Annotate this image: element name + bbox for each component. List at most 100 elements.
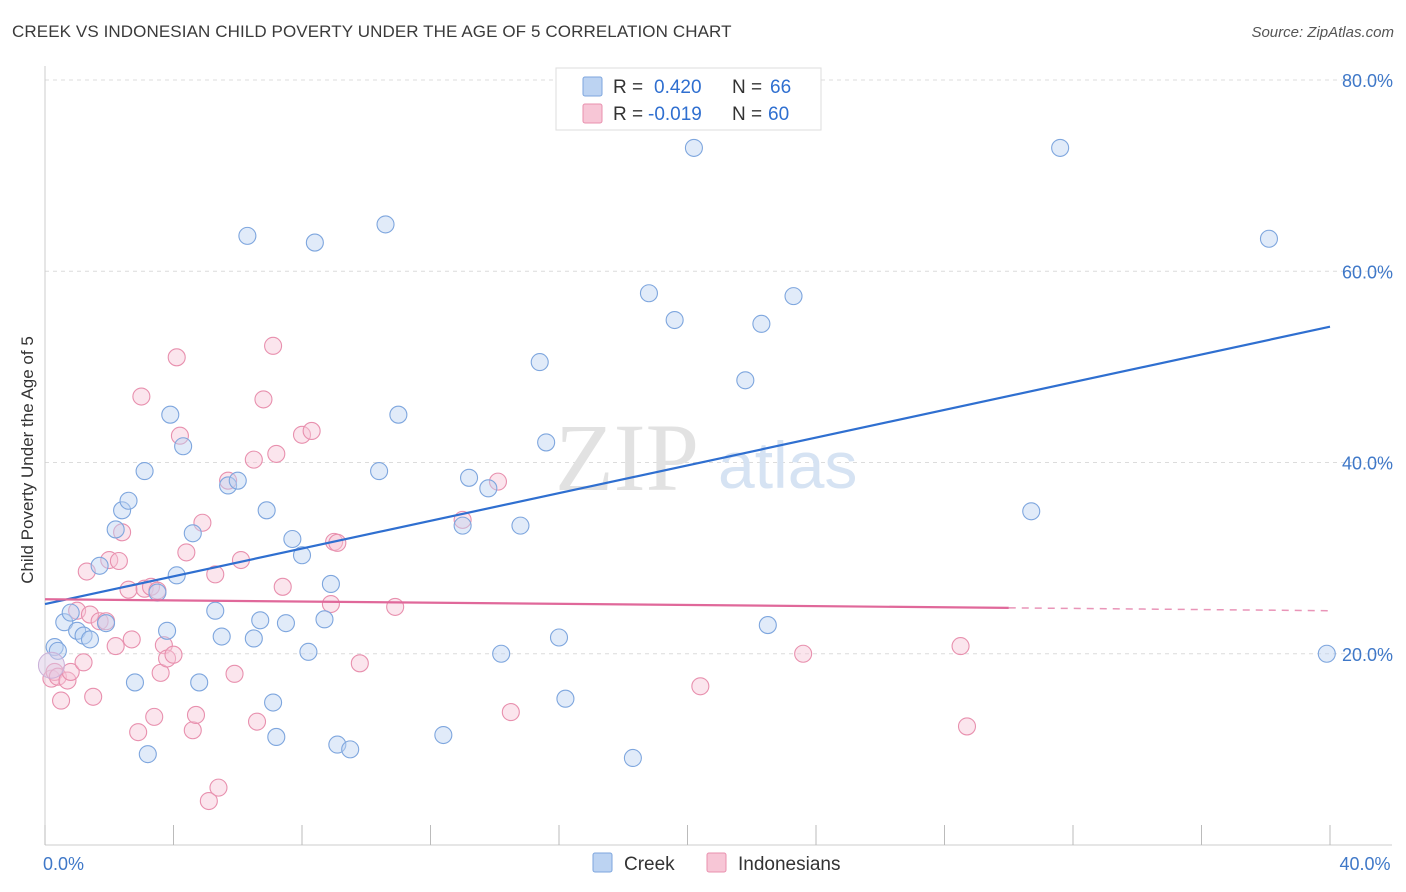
indonesians-point — [386, 597, 405, 616]
creek-point — [376, 215, 395, 234]
creek-point — [206, 601, 225, 620]
indonesians-point — [951, 637, 970, 656]
indonesians-point — [225, 664, 244, 683]
legend-r-label-1: R = — [613, 77, 643, 98]
indonesians-point — [132, 387, 151, 406]
indonesians-point — [273, 577, 292, 596]
cluster-point — [37, 651, 65, 679]
y-tick-label: 60.0% — [1342, 262, 1393, 282]
creek-point — [537, 433, 556, 452]
legend-swatch-creek — [582, 76, 603, 97]
watermark-zip: ZIP — [555, 404, 699, 511]
creek-point — [183, 524, 202, 543]
creek-point — [549, 628, 569, 647]
bottom-legend-swatch-creek — [592, 852, 613, 873]
indonesians-point — [321, 594, 340, 614]
trend-lines — [44, 325, 1331, 612]
grid-lines — [45, 79, 1392, 655]
creek-point — [135, 462, 154, 481]
top-legend: R = 0.420 N = 66 R = -0.019 N = 60 — [555, 67, 822, 131]
creek-points — [37, 138, 1336, 768]
bottom-legend-label-creek: Creek — [624, 854, 675, 875]
indonesians-point — [74, 653, 93, 672]
creek-point — [459, 468, 479, 487]
creek-point — [784, 287, 803, 306]
creek-point — [119, 491, 138, 510]
y-tick-label: 20.0% — [1342, 645, 1393, 665]
creek-point — [292, 546, 312, 565]
creek-point — [736, 371, 755, 390]
legend-r-value-1: 0.420 — [654, 77, 702, 98]
creek-point — [244, 629, 263, 648]
y-tick-label: 80.0% — [1342, 71, 1393, 91]
indonesians-point — [691, 677, 710, 696]
creek-point — [370, 462, 389, 481]
bottom-legend-label-indonesians: Indonesians — [738, 854, 840, 875]
creek-point — [530, 353, 549, 372]
indonesians-point — [350, 654, 369, 673]
indonesians-point — [247, 712, 267, 731]
indonesians-point — [244, 450, 263, 469]
legend-swatch-indonesians — [582, 103, 603, 124]
indonesians-point — [206, 565, 225, 584]
y-tick-label: 40.0% — [1342, 454, 1393, 474]
indonesians-point — [90, 612, 109, 631]
legend-n-value-1: 66 — [770, 77, 791, 98]
creek-point — [138, 745, 157, 764]
creek-point — [299, 642, 318, 661]
indonesians-point — [129, 723, 148, 742]
indonesians-points — [42, 336, 977, 811]
indonesians-point — [501, 703, 520, 722]
creek-point — [665, 310, 684, 330]
creek-point — [212, 627, 231, 646]
creek-point — [174, 437, 193, 456]
creek-point — [113, 501, 132, 520]
creek-point — [479, 479, 498, 498]
creek-trend-line — [44, 325, 1331, 606]
x-tick-label: 0.0% — [43, 854, 84, 874]
creek-point — [264, 693, 283, 712]
indonesians-point — [199, 791, 218, 811]
indonesians-point — [164, 645, 183, 664]
indonesians-point — [84, 687, 103, 706]
creek-point — [276, 614, 295, 633]
indonesians-point — [209, 778, 228, 797]
creek-point — [1317, 644, 1336, 663]
indonesians-point — [170, 426, 189, 445]
creek-point — [55, 613, 74, 632]
indonesians-point — [122, 630, 141, 649]
creek-point — [283, 529, 302, 549]
bottom-legend-swatch-indonesians — [706, 852, 727, 873]
creek-point — [148, 583, 167, 602]
indonesians-point — [794, 644, 813, 663]
tick-labels: 20.0% 40.0% 60.0% 80.0% 0.0% 40.0% — [43, 71, 1393, 874]
creek-point — [1051, 138, 1070, 157]
creek-point — [61, 603, 80, 622]
creek-point — [684, 138, 703, 157]
indonesians-point — [183, 721, 202, 740]
creek-point — [434, 725, 453, 745]
axes — [44, 66, 1392, 846]
creek-point — [321, 574, 340, 593]
creek-point — [758, 616, 777, 635]
creek-point — [238, 226, 257, 245]
indonesians-point — [219, 471, 238, 490]
indonesians-point — [145, 707, 164, 726]
creek-point — [639, 284, 659, 303]
creek-point — [80, 630, 100, 649]
creek-point — [492, 644, 511, 663]
creek-point — [1022, 502, 1041, 521]
legend-n-label-2: N = — [732, 104, 762, 125]
indonesians-point — [488, 472, 508, 491]
creek-point — [190, 673, 209, 692]
watermark: ZIP atlas — [555, 404, 857, 511]
indonesians-point — [52, 691, 71, 710]
creek-point — [158, 621, 177, 640]
indonesians-point — [292, 425, 312, 444]
creek-point — [96, 614, 116, 633]
legend-r-value-2: -0.019 — [648, 104, 702, 125]
creek-point — [125, 673, 144, 692]
watermark-atlas: atlas — [718, 428, 857, 502]
x-tick-label: 40.0% — [1339, 854, 1390, 874]
